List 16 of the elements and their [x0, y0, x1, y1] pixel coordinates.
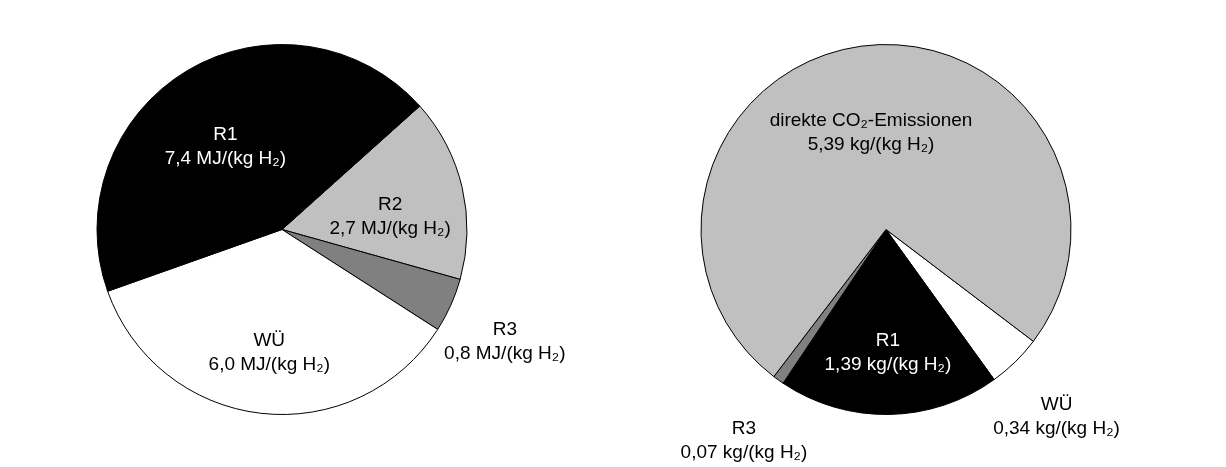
- slice-label: direkte CO₂-Emissionen: [769, 108, 973, 130]
- data-label: 0,07 kg/(kg H₂): [680, 441, 808, 463]
- data-label: 6,0 MJ/(kg H₂): [208, 352, 330, 374]
- slice-label: R1: [213, 123, 238, 145]
- data-label: 1,39 kg/(kg H₂): [824, 353, 952, 375]
- slice-label: R2: [377, 193, 403, 215]
- data-label: 0,8 MJ/(kg H₂): [444, 342, 566, 364]
- slice-label: R3: [492, 318, 517, 340]
- slice-label: WÜ: [253, 328, 286, 350]
- data-label: 0,34 kg/(kg H₂): [993, 417, 1120, 439]
- slice-label: WÜ: [1040, 393, 1073, 415]
- slice-label: R3: [731, 417, 757, 439]
- data-label: 2,7 MJ/(kg H₂): [329, 217, 451, 239]
- slice-label: R1: [875, 329, 901, 351]
- data-label: 7,4 MJ/(kg H₂): [164, 147, 287, 169]
- data-label: 5,39 kg/(kg H₂): [807, 132, 935, 154]
